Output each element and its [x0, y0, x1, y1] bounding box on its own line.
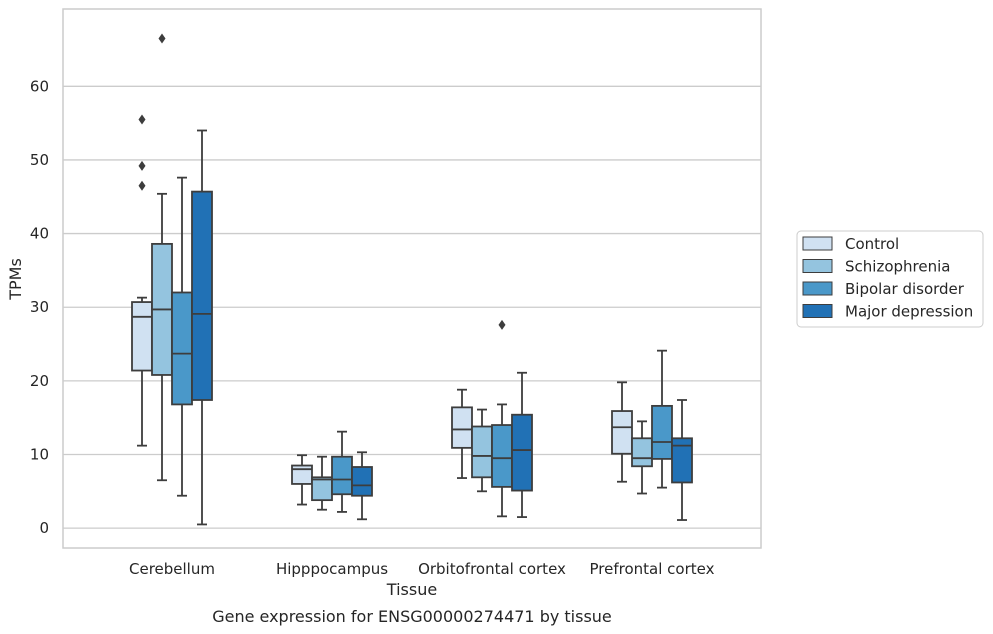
box-iqr: [631, 437, 653, 468]
y-tick-label: 30: [30, 298, 49, 316]
x-tick-label: Orbitofrontal cortex: [418, 560, 566, 578]
x-tick-label: Cerebellum: [129, 560, 215, 578]
box-schizophrenia: [311, 455, 333, 511]
legend-swatch: [802, 236, 833, 251]
outlier-point: [498, 319, 506, 330]
box-bipolar-disorder: [171, 176, 193, 497]
y-tick-label: 60: [30, 77, 49, 95]
box-schizophrenia: [631, 420, 653, 495]
box-iqr: [471, 425, 493, 479]
legend-label: Schizophrenia: [845, 258, 950, 276]
legend-frame: [796, 230, 984, 328]
box-iqr: [651, 404, 673, 460]
box-schizophrenia: [471, 408, 493, 493]
box-major-depression: [191, 129, 213, 526]
box-iqr: [191, 190, 213, 401]
outlier-point: [138, 160, 146, 171]
box-bipolar-disorder: [651, 349, 673, 489]
box-iqr: [291, 464, 313, 485]
box-bipolar-disorder: [491, 319, 513, 518]
box-major-depression: [511, 371, 533, 518]
box-iqr: [331, 455, 353, 496]
box-major-depression: [351, 451, 373, 521]
box-iqr: [171, 291, 193, 406]
legend-swatch: [802, 281, 833, 296]
legend-swatch: [802, 259, 833, 273]
box-iqr: [611, 410, 633, 455]
x-tick-labels: Cerebellum Hipppocampus Orbitofrontal cort…: [129, 560, 715, 578]
box-iqr: [671, 437, 693, 484]
y-tick-labels: 0 10 20 30 40 50 60: [30, 77, 49, 537]
outlier-point: [158, 33, 166, 44]
outlier-point: [138, 180, 146, 191]
chart-caption: Gene expression for ENSG00000274471 by t…: [212, 607, 612, 626]
boxes: [131, 33, 693, 526]
box-iqr: [311, 476, 333, 502]
box-control: [611, 381, 633, 483]
legend-label: Control: [845, 235, 899, 253]
box-bipolar-disorder: [331, 430, 353, 513]
legend-swatch: [802, 304, 833, 318]
box-iqr: [491, 424, 513, 488]
box-major-depression: [671, 399, 693, 521]
outlier-point: [138, 114, 146, 125]
box-iqr: [131, 301, 153, 372]
box-control: [451, 388, 473, 479]
box-iqr: [351, 466, 373, 497]
legend-label: Bipolar disorder: [845, 280, 965, 298]
plot-frame: [62, 8, 762, 549]
x-tick-label: Hipppocampus: [276, 560, 388, 578]
box-control: [131, 114, 153, 447]
box-control: [291, 454, 313, 506]
y-tick-label: 20: [30, 372, 49, 390]
y-tick-label: 10: [30, 445, 49, 463]
y-tick-label: 40: [30, 225, 49, 243]
box-schizophrenia: [151, 33, 173, 482]
legend: Control Schizophrenia Bipolar disorder Majo…: [796, 230, 984, 328]
legend-label: Major depression: [845, 303, 973, 321]
y-tick-label: 50: [30, 151, 49, 169]
y-axis-title: TPMs: [6, 258, 25, 301]
y-tick-label: 0: [39, 519, 49, 537]
x-tick-label: Prefrontal cortex: [590, 560, 715, 578]
x-axis-title: Tissue: [386, 580, 437, 599]
box-iqr: [451, 406, 473, 449]
box-iqr: [511, 413, 533, 492]
